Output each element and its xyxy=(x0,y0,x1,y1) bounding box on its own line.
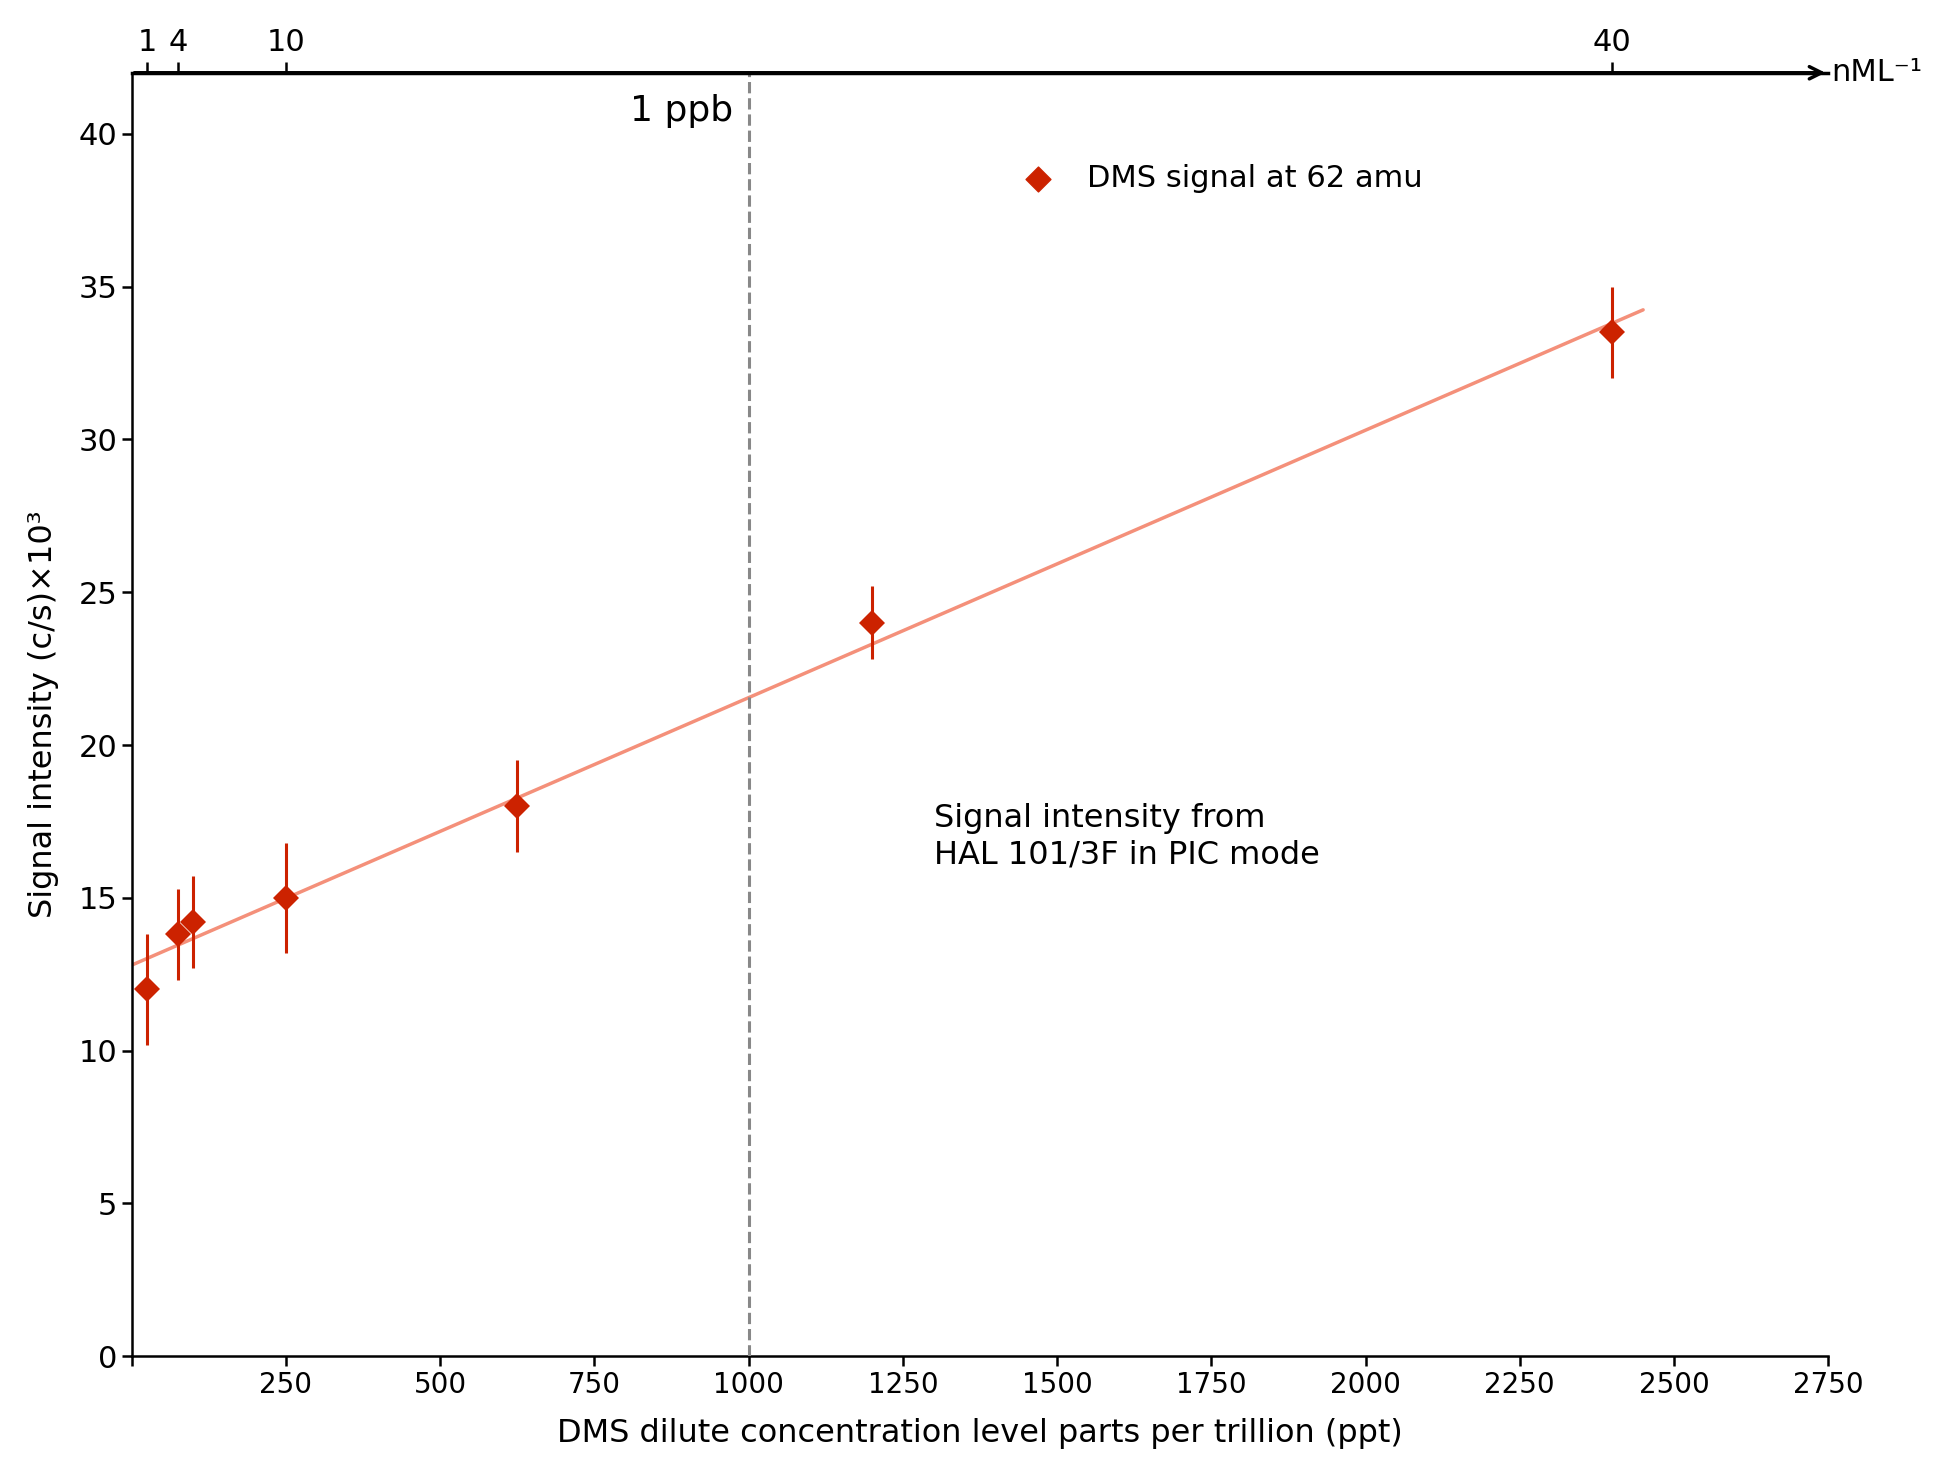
Text: 1 ppb: 1 ppb xyxy=(630,93,733,127)
Y-axis label: Signal intensity (c/s)×10³: Signal intensity (c/s)×10³ xyxy=(27,511,58,919)
Text: Signal intensity from
HAL 101/3F in PIC mode: Signal intensity from HAL 101/3F in PIC … xyxy=(934,803,1320,870)
Text: nML⁻¹: nML⁻¹ xyxy=(1831,58,1923,87)
X-axis label: DMS dilute concentration level parts per trillion (ppt): DMS dilute concentration level parts per… xyxy=(558,1418,1402,1449)
Legend: DMS signal at 62 amu: DMS signal at 62 amu xyxy=(994,152,1435,205)
